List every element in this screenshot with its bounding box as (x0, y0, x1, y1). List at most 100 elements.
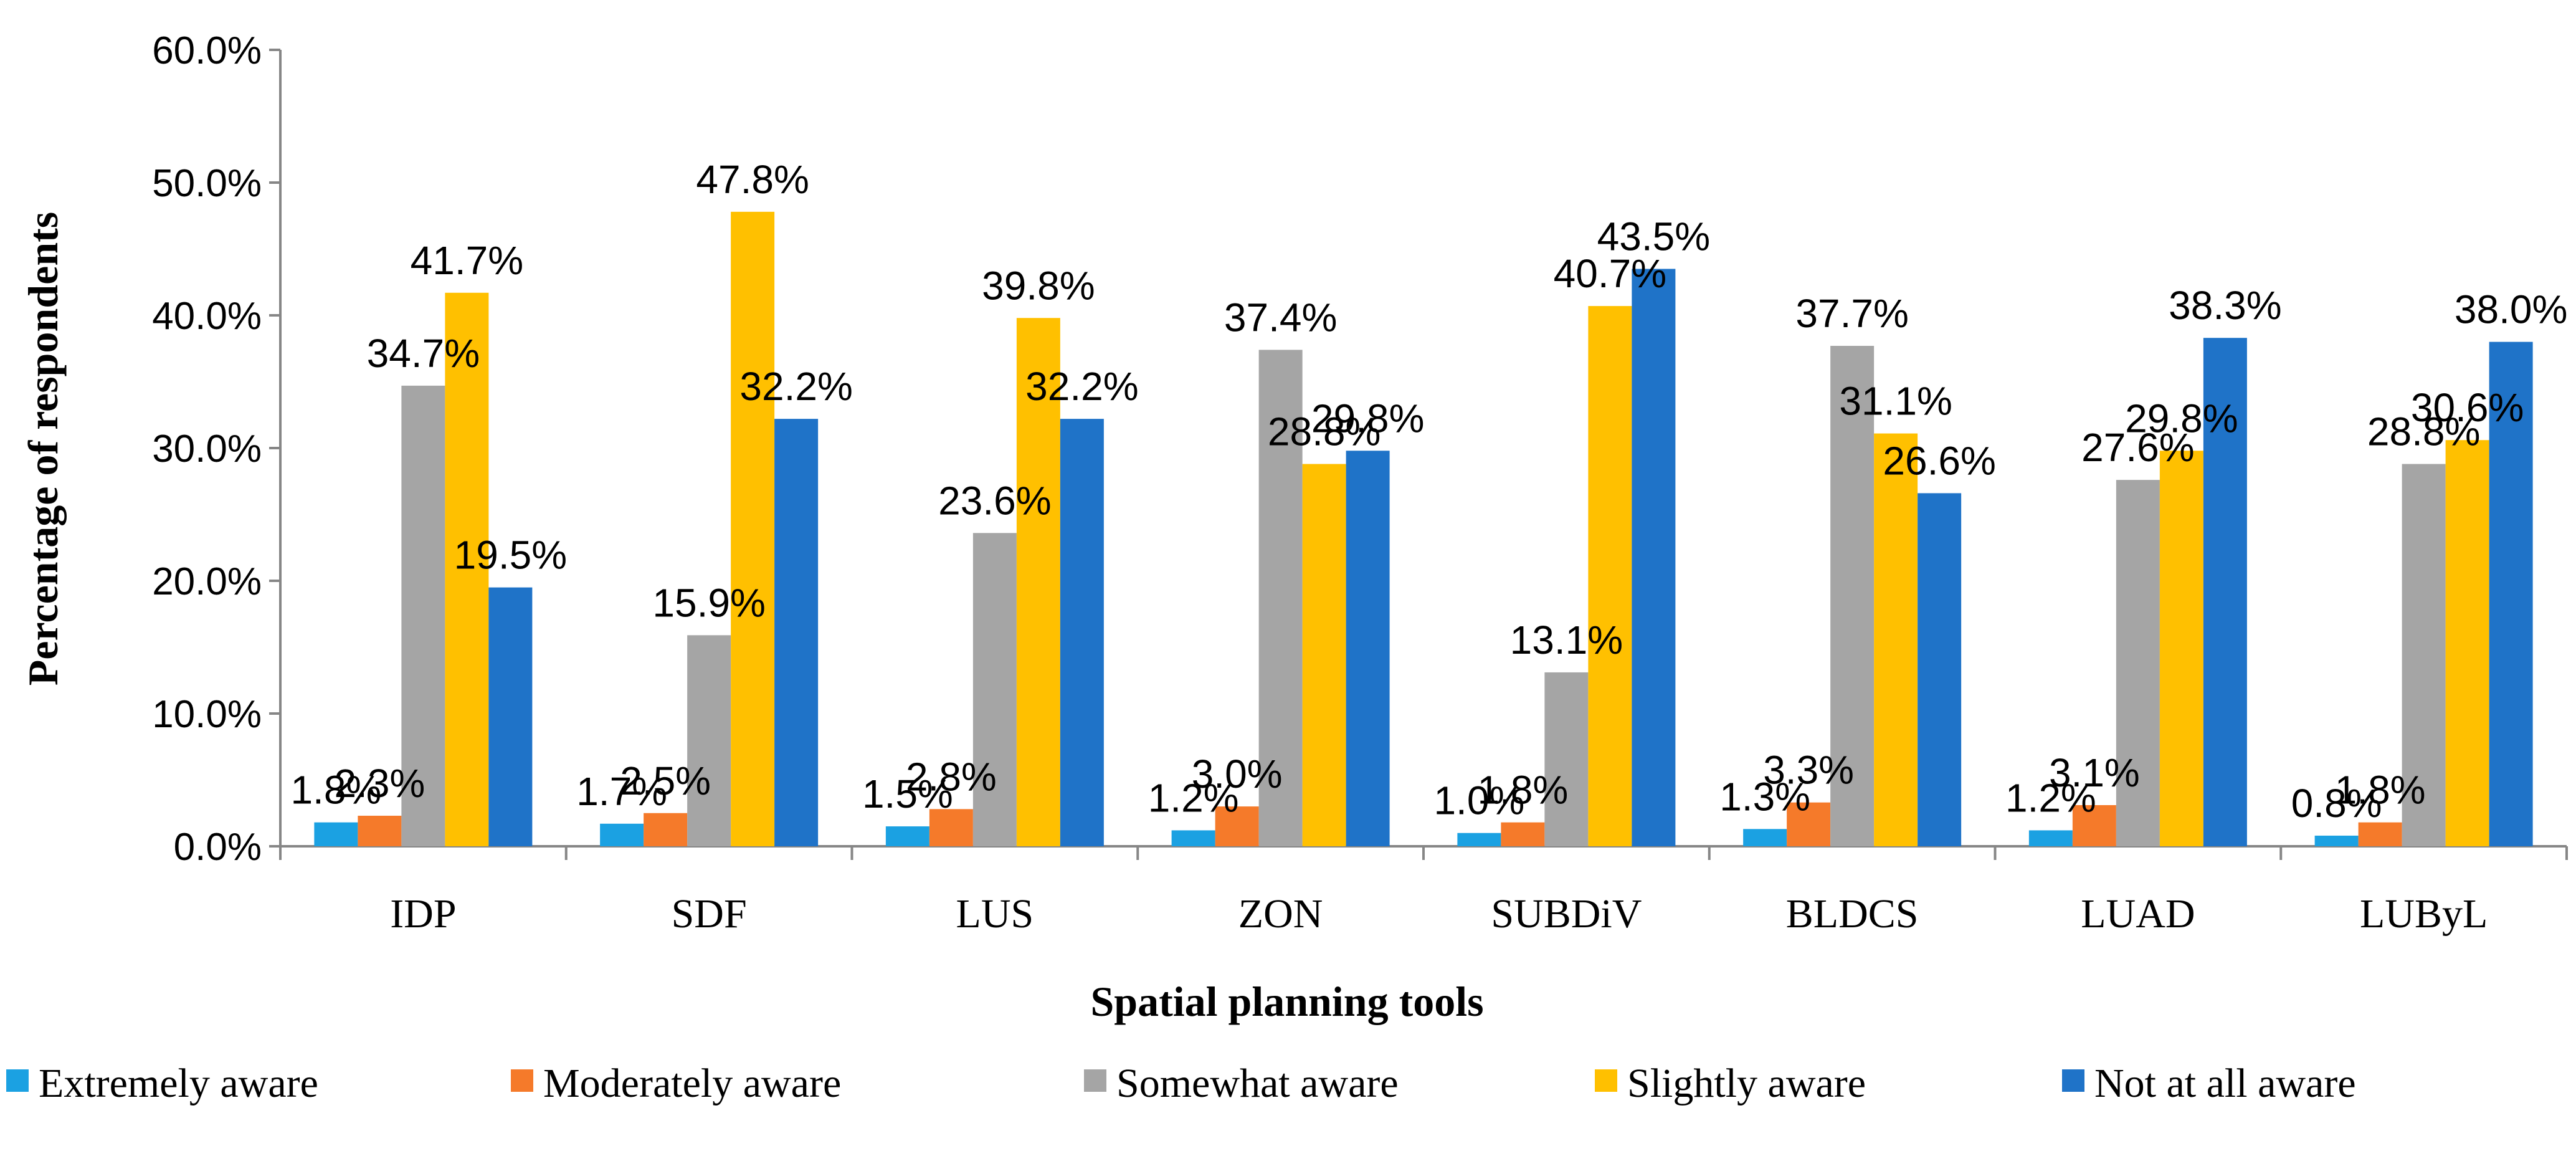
y-tick-label: 10.0% (152, 693, 262, 736)
data-label: 40.7% (1554, 251, 1666, 296)
x-tick-label: SUBDiV (1491, 891, 1642, 937)
bar-slightly-aware-lus (1016, 318, 1060, 846)
bar-somewhat-aware-luad (2116, 480, 2160, 846)
bar-moderately-aware-zon (1215, 806, 1259, 846)
bar-moderately-aware-subdiv (1501, 822, 1545, 846)
legend-swatch (1084, 1069, 1106, 1092)
y-tick-label: 20.0% (152, 560, 262, 603)
bar-extremely-aware-lus (885, 826, 929, 846)
legend-swatch (6, 1069, 29, 1092)
bar-slightly-aware-idp (445, 292, 489, 846)
data-label: 31.1% (1839, 379, 1952, 424)
bar-not-at-all-aware-lus (1060, 419, 1104, 846)
bar-moderately-aware-luad (2072, 805, 2116, 846)
bar-moderately-aware-bldcs (1787, 802, 1831, 846)
data-label: 1.3% (1719, 774, 1810, 819)
bar-not-at-all-aware-sdf (774, 419, 819, 846)
data-label: 28.8% (2367, 409, 2480, 454)
data-label: 32.2% (1025, 364, 1138, 409)
legend-label: Somewhat aware (1116, 1061, 1399, 1106)
bar-somewhat-aware-sdf (687, 635, 731, 846)
bar-extremely-aware-lubyl (2314, 835, 2359, 846)
x-tick-label: LUAD (2081, 891, 2195, 937)
data-label: 41.7% (411, 238, 523, 283)
bar-extremely-aware-sdf (600, 823, 644, 846)
bar-not-at-all-aware-bldcs (1918, 493, 1962, 846)
data-label: 32.2% (739, 364, 852, 409)
x-axis-title: Spatial planning tools (1090, 978, 1483, 1025)
bar-moderately-aware-sdf (644, 813, 688, 846)
data-label: 0.8% (2291, 781, 2382, 826)
bar-slightly-aware-sdf (731, 211, 775, 846)
bar-somewhat-aware-zon (1258, 350, 1303, 846)
bar-extremely-aware-zon (1171, 830, 1215, 846)
bar-moderately-aware-idp (358, 816, 402, 846)
bar-moderately-aware-lus (929, 809, 973, 846)
bar-somewhat-aware-lus (972, 533, 1017, 846)
data-label: 3.0% (1192, 752, 1283, 796)
y-tick-label: 40.0% (152, 295, 262, 338)
legend-label: Not at all aware (2094, 1061, 2356, 1106)
bar-somewhat-aware-subdiv (1544, 672, 1589, 846)
bar-extremely-aware-luad (2028, 830, 2073, 846)
data-label: 26.6% (1883, 438, 1995, 483)
bar-slightly-aware-luad (2159, 451, 2203, 846)
legend-swatch (2062, 1069, 2084, 1092)
data-label: 13.1% (1510, 618, 1623, 662)
y-axis-title: Percentage of respondents (19, 212, 67, 685)
bar-slightly-aware-zon (1302, 464, 1346, 846)
bar-extremely-aware-idp (314, 822, 358, 846)
data-label: 23.6% (938, 478, 1051, 523)
bars (314, 211, 2533, 847)
y-tick-label: 60.0% (152, 29, 262, 72)
data-label: 1.5% (862, 771, 953, 816)
data-label: 29.8% (2125, 396, 2238, 441)
legend: Extremely aware Moderately aware Somewhat … (6, 1061, 2356, 1106)
data-label: 37.4% (1224, 295, 1337, 340)
x-axis: IDP SDF LUS ZON SUBDiV BLDCS LUAD LUByL (279, 845, 2568, 937)
bar-not-at-all-aware-zon (1346, 451, 1390, 846)
legend-label: Slightly aware (1627, 1061, 1866, 1106)
data-label: 1.8% (1477, 768, 1568, 813)
y-axis: 0.0% 10.0% 20.0% 30.0% 40.0% 50.0% 60.0% (152, 29, 282, 869)
data-label: 19.5% (454, 533, 567, 578)
bar-slightly-aware-bldcs (1874, 433, 1918, 846)
bar-not-at-all-aware-luad (2203, 338, 2247, 846)
data-label: 29.8% (1311, 396, 1424, 441)
data-label: 1.0% (1433, 778, 1524, 823)
data-label: 1.7% (576, 769, 667, 814)
bar-slightly-aware-subdiv (1588, 306, 1632, 847)
data-label: 47.8% (696, 157, 809, 202)
data-label: 43.5% (1597, 214, 1710, 259)
legend-swatch (1595, 1069, 1617, 1092)
data-label: 3.1% (2049, 750, 2140, 795)
bar-somewhat-aware-bldcs (1830, 345, 1875, 846)
bar-not-at-all-aware-lubyl (2489, 341, 2533, 846)
bar-not-at-all-aware-idp (488, 587, 533, 846)
legend-label: Extremely aware (39, 1061, 318, 1106)
data-label: 1.8% (2335, 768, 2426, 813)
data-label: 28.8% (1268, 409, 1381, 454)
data-labels: 1.8% 1.7% 1.5% 1.2% 1.0% 1.3% 1.2% 0.8% 2.3% 2.5%… (290, 157, 2567, 826)
x-tick-label: LUByL (2360, 891, 2488, 937)
x-tick-label: LUS (956, 891, 1034, 937)
legend-swatch (511, 1069, 533, 1092)
data-label: 38.3% (2169, 283, 2281, 328)
data-label: 39.8% (982, 263, 1095, 308)
bar-slightly-aware-lubyl (2445, 440, 2489, 846)
bar-extremely-aware-subdiv (1457, 833, 1501, 846)
data-label: 2.5% (620, 758, 711, 803)
data-label: 38.0% (2455, 287, 2567, 332)
data-label: 30.6% (2411, 385, 2524, 430)
bar-not-at-all-aware-subdiv (1632, 269, 1676, 846)
bar-somewhat-aware-lubyl (2402, 464, 2446, 846)
data-label: 1.2% (2005, 775, 2096, 820)
data-label: 3.3% (1763, 748, 1854, 793)
data-label: 1.8% (290, 768, 381, 813)
data-label: 2.3% (334, 761, 425, 806)
data-label: 15.9% (652, 580, 765, 625)
y-tick-label: 30.0% (152, 427, 262, 470)
data-label: 34.7% (367, 331, 480, 376)
bar-extremely-aware-bldcs (1743, 829, 1787, 846)
